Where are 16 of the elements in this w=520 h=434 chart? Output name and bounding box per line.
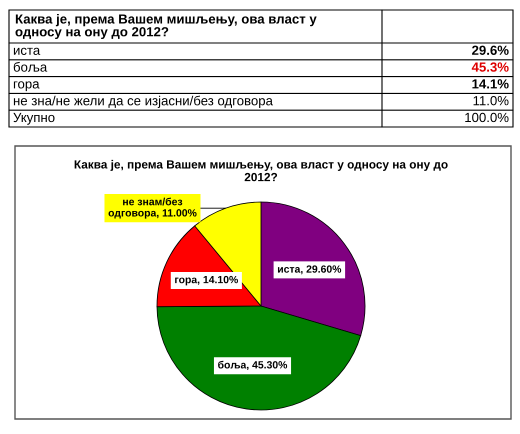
category-label: гора [14, 81, 40, 92]
text: 100.0% [465, 112, 509, 122]
data-label: гора, 14.10% [175, 276, 238, 286]
text: 29.6% [472, 46, 509, 55]
text: 14.1% [472, 79, 509, 89]
category-label: иста [14, 48, 40, 55]
text: Каква је, према Вашем мишљењу, ова власт у односу на ону до 2012? [16, 14, 317, 40]
data-label: боља, 45.30% [218, 360, 288, 370]
text: 11.0% [474, 96, 509, 106]
data-label: не знам/без одговора, 11.00% [108, 198, 197, 219]
chart-title: Каква је, према Вашем мишљењу, ова власт у односу на ону до 2012? [74, 160, 448, 182]
category-label: Укупно [13, 112, 55, 125]
category-label: не зна/не жели да се изјасни/без одговора [14, 96, 273, 108]
text: 45.3% [472, 62, 509, 72]
category-label: боља [14, 62, 48, 72]
data-label: иста, 29.60% [278, 265, 342, 274]
